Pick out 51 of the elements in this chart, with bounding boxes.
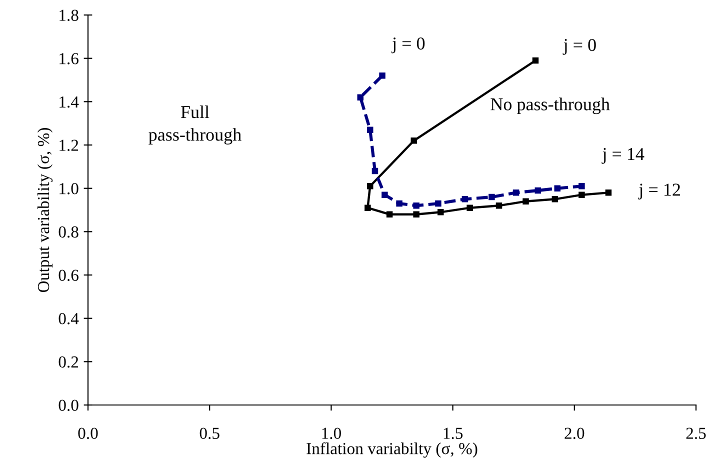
point [396, 200, 402, 207]
point [532, 57, 539, 64]
point [364, 204, 371, 211]
point [413, 211, 420, 218]
point [578, 183, 585, 190]
y-tick-label: 0.2 [58, 356, 78, 368]
y-tick-label: 0.4 [58, 313, 79, 324]
point [435, 200, 442, 207]
x-tick-label: 2.5 [686, 428, 706, 440]
annotation: No pass-through [490, 98, 610, 114]
point [512, 190, 520, 196]
annotation: j = 0 [562, 38, 596, 55]
point [372, 168, 378, 174]
point [386, 211, 393, 218]
point [488, 194, 495, 200]
point [496, 202, 502, 209]
point [578, 192, 585, 198]
point [534, 187, 542, 194]
point [366, 126, 374, 133]
point [552, 196, 558, 202]
point [366, 183, 374, 190]
y-tick-label: 1.6 [60, 53, 78, 64]
point [410, 138, 418, 144]
point [413, 202, 420, 209]
point [357, 94, 364, 100]
y-tick-label: 0.8 [58, 226, 78, 238]
x-tick-label: 2.0 [564, 428, 584, 440]
y-tick-label: 0.6 [58, 270, 78, 282]
point [522, 198, 529, 204]
point [462, 196, 468, 202]
y-tick-label: 1.4 [60, 96, 79, 108]
point [466, 204, 473, 211]
annotation: j = 12 [638, 184, 680, 200]
point [379, 72, 386, 79]
annotation: Full pass-through [148, 105, 242, 145]
point [554, 185, 560, 192]
x-axis-title: Inflation variabilty (σ, %) [306, 442, 478, 458]
y-tick-label: 0.0 [58, 400, 78, 412]
annotation: j = 14 [602, 148, 644, 164]
point [438, 209, 444, 216]
x-tick-label: 0.0 [78, 428, 98, 440]
y-tick-label: 1.2 [60, 140, 78, 152]
x-tick-label: 1.5 [444, 428, 463, 440]
annotation: j = 0 [392, 37, 425, 54]
x-tick-label: 0.5 [200, 428, 220, 440]
y-tick-label: 1.0 [60, 183, 78, 194]
y-tick-label: 1.8 [60, 10, 78, 22]
point [605, 190, 612, 196]
x-tick-label: 1.0 [322, 428, 341, 440]
y-axis-title: Output variability (σ, %) [37, 128, 53, 292]
point [382, 192, 388, 198]
